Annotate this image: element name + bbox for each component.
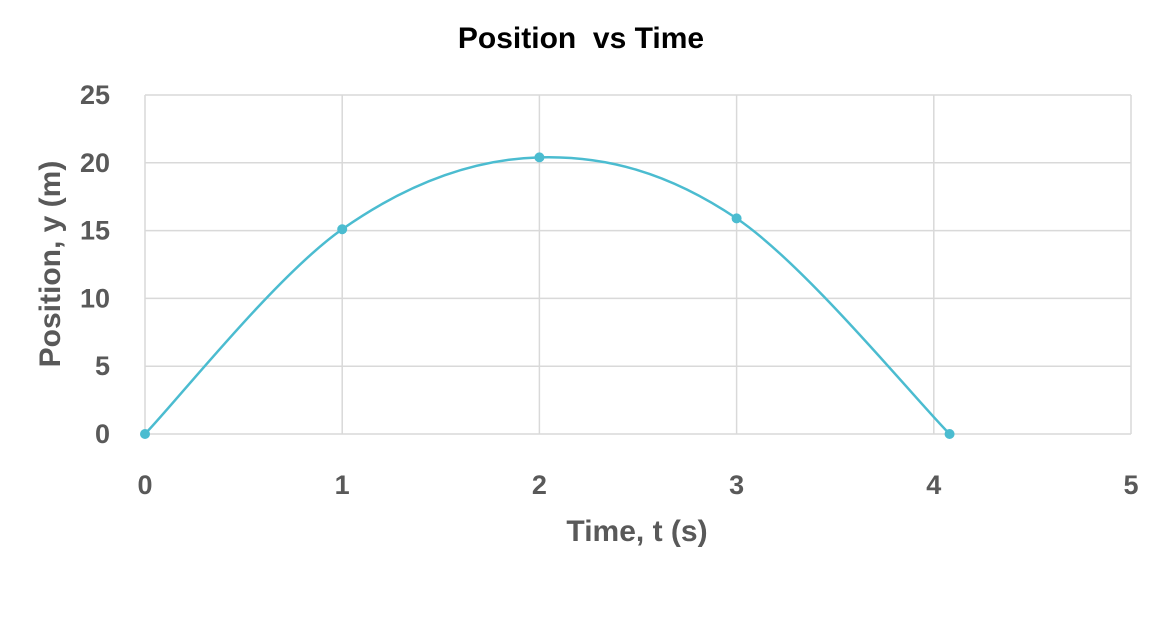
y-tick-label: 0 — [95, 419, 110, 449]
data-point — [337, 224, 348, 235]
x-tick-label: 5 — [1123, 470, 1138, 500]
data-point — [140, 429, 150, 439]
x-tick-label: 1 — [335, 470, 350, 500]
data-point — [534, 152, 545, 163]
y-tick-label: 10 — [80, 283, 110, 313]
y-tick-label: 5 — [95, 351, 110, 381]
chart-title: Position vs Time — [458, 22, 704, 55]
series-line — [144, 156, 951, 435]
tick-labels: 0 5 10 15 20 25 0 1 2 3 4 5 — [80, 80, 1139, 500]
grid — [144, 94, 1132, 435]
series — [140, 152, 955, 439]
data-point — [731, 213, 742, 224]
x-tick-label: 2 — [532, 470, 547, 500]
x-tick-label: 0 — [137, 470, 152, 500]
y-tick-label: 25 — [80, 80, 110, 110]
x-axis-title: Time, t (s) — [566, 515, 707, 548]
data-point — [944, 429, 955, 439]
x-tick-label: 4 — [926, 470, 941, 500]
x-tick-label: 3 — [729, 470, 744, 500]
y-tick-label: 20 — [80, 148, 110, 178]
y-tick-label: 15 — [80, 216, 110, 246]
y-axis-title: Position, y (m) — [34, 161, 67, 368]
